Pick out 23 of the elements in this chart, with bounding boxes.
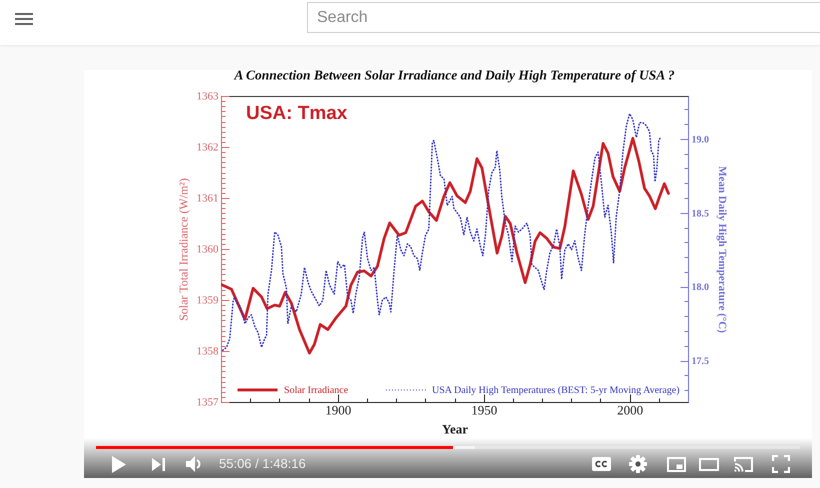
- y2-tick-label: 18.5: [692, 208, 709, 220]
- x-axis-title: Year: [442, 422, 468, 436]
- x-tick-label: 1900: [325, 402, 352, 418]
- y-tick-label: 1358: [196, 346, 219, 358]
- y2-tick-label: 18.0: [692, 282, 709, 294]
- y2-tick-label: 17.5: [692, 356, 709, 368]
- annotation: USA: Tmax: [246, 103, 348, 124]
- y2-axis-title: Mean Daily High Temperature (°C): [716, 166, 728, 334]
- y-tick-label: 1361: [196, 192, 218, 204]
- x-tick-label: 2000: [617, 402, 644, 418]
- x-tick-label: 1950: [471, 402, 498, 418]
- y-tick-label: 1362: [196, 142, 218, 154]
- y-axis-title: Solar Total Irradiance (W/m²): [176, 178, 190, 321]
- y-tick-label: 1360: [196, 244, 219, 256]
- legend-label: USA Daily High Temperatures (BEST: 5-yr Moving Average): [432, 385, 680, 396]
- text: 55:06 / 1:48:16: [219, 456, 306, 471]
- chart-title: A Connection Between Solar Irradiance and Daily High Temperature of USA ?: [233, 68, 675, 82]
- legend-label: Solar Irradiance: [284, 384, 349, 396]
- search-field: Search: [307, 2, 820, 33]
- y-tick-label: 1359: [196, 294, 219, 306]
- y-tick-label: 1363: [196, 90, 219, 102]
- y2-tick-label: 19.0: [692, 134, 709, 146]
- y-tick-label: 1357: [196, 396, 219, 408]
